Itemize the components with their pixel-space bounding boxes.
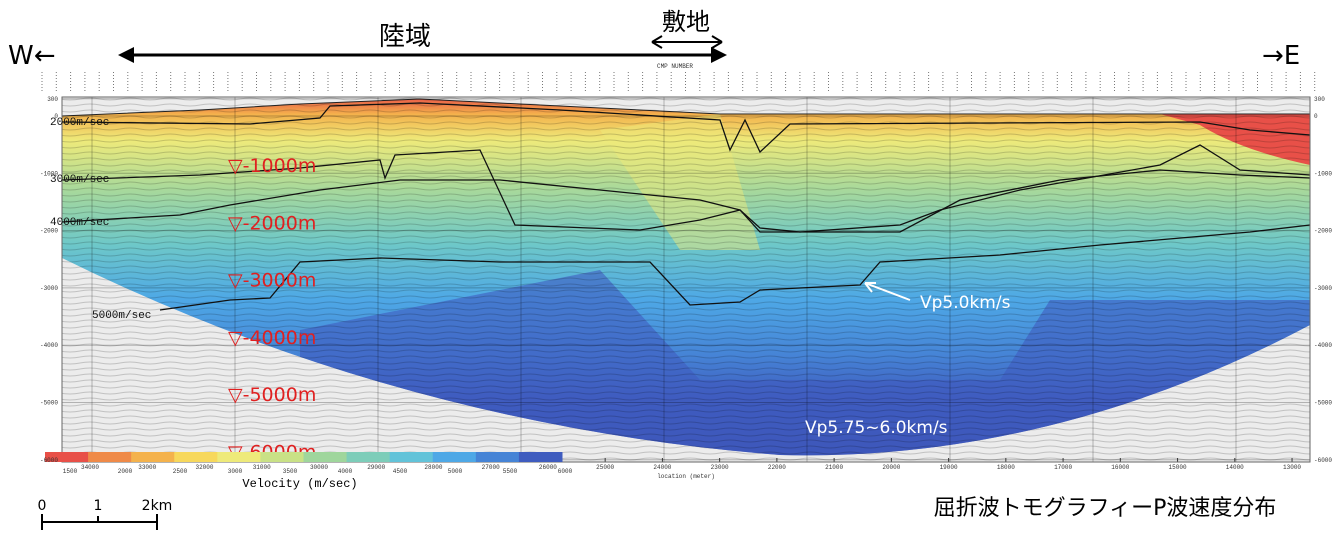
colorbar-segment — [303, 452, 348, 462]
colorbar-segment — [389, 452, 434, 462]
elevation-tick-label: -2000 — [40, 228, 58, 235]
annotation-arrow — [864, 282, 911, 301]
location-tick-label: 23000 — [711, 464, 729, 471]
location-tick-label: 29000 — [367, 464, 385, 471]
annotation: Vp5.75~6.0km/s — [805, 418, 948, 438]
location-tick-label: 18000 — [997, 464, 1015, 471]
colorbar-segment — [432, 452, 477, 462]
depth-marker: ▽-5000m — [228, 384, 316, 406]
colorbar-tick-label: 6000 — [558, 468, 573, 475]
surface — [61, 98, 1310, 117]
location-tick-label: 33000 — [138, 464, 156, 471]
contour-label: 3000m/sec — [50, 174, 109, 186]
colorbar-segment — [260, 452, 304, 462]
cmp-label: CMP NUMBER — [657, 63, 693, 70]
location-tick-label: 22000 — [768, 464, 786, 471]
colorbar-segment — [217, 452, 261, 462]
location-tick-label: 24000 — [653, 464, 671, 471]
location-tick-label: 34000 — [81, 464, 99, 471]
elevation-tick-label: -6000 — [40, 457, 58, 464]
caption: 屈折波トモグラフィーP波速度分布 — [934, 496, 1277, 521]
site-label: 敷地 — [662, 8, 710, 36]
depth-marker: ▽-4000m — [228, 327, 316, 349]
colorbar-tick-label: 1500 — [63, 468, 78, 475]
location-tick-label: 27000 — [482, 464, 500, 471]
colorbar-tick-label: 3000 — [228, 468, 243, 475]
colorbar-segment — [45, 452, 89, 462]
location-tick-label: 16000 — [1111, 464, 1129, 471]
colorbar-tick-label: 3500 — [283, 468, 298, 475]
colorbar-tick-label: 5000 — [448, 468, 463, 475]
elevation-tick-label: -1000 — [1314, 170, 1332, 177]
location-tick-label: 25000 — [596, 464, 614, 471]
west-label: W← — [8, 41, 56, 71]
colorbar-tick-label: 5500 — [503, 468, 518, 475]
location-tick-label: 26000 — [539, 464, 557, 471]
elevation-tick-label: 0 — [54, 113, 58, 120]
elevation-tick-label: -1000 — [40, 170, 58, 177]
elevation-tick-label: -4000 — [1314, 342, 1332, 349]
elevation-tick-label: -6000 — [1314, 457, 1332, 464]
location-tick-label: 28000 — [424, 464, 442, 471]
location-tick-label: 20000 — [882, 464, 900, 471]
depth-marker: ▽-2000m — [228, 212, 316, 234]
elevation-tick-label: 0 — [1314, 113, 1318, 120]
location-tick-label: 31000 — [253, 464, 271, 471]
cmp-ticks — [41, 72, 1316, 92]
colorbar-segment — [475, 452, 520, 462]
site-arrow — [651, 35, 723, 49]
colorbar-segment — [131, 452, 175, 462]
scale-label: 0 — [38, 498, 47, 514]
annotation: Vp5.0km/s — [920, 293, 1011, 313]
location-tick-label: 30000 — [310, 464, 328, 471]
scale-bar — [41, 514, 158, 530]
east-label: →E — [1262, 41, 1300, 71]
elevation-tick-label: 300 — [47, 96, 58, 103]
depth-marker: ▽-3000m — [228, 270, 316, 292]
elevation-tick-label: -2000 — [1314, 228, 1332, 235]
colorbar-segment — [174, 452, 218, 462]
contour-label: 2000m/sec — [50, 117, 109, 129]
elevation-tick-label: -5000 — [1314, 400, 1332, 407]
colorbar-segment — [518, 452, 563, 462]
contour-label: 4000m/sec — [50, 217, 109, 229]
colorbar-label: Velocity (m/sec) — [242, 477, 357, 491]
depth-marker: ▽-1000m — [228, 155, 316, 177]
elevation-tick-label: -3000 — [40, 285, 58, 292]
location-tick-label: 14000 — [1226, 464, 1244, 471]
frame — [61, 96, 1311, 463]
elevation-tick-label: -5000 — [40, 400, 58, 407]
colorbar-segment — [346, 452, 391, 462]
contours — [61, 102, 1311, 311]
land-label: 陸域 — [379, 22, 431, 52]
location-label: location (meter) — [657, 473, 715, 480]
contour-label: 5000m/sec — [92, 310, 151, 322]
location-tick-label: 19000 — [940, 464, 958, 471]
colorbar-tick-label: 4000 — [338, 468, 353, 475]
colorbar-segment — [88, 452, 132, 462]
colorbar-tick-label: 2500 — [173, 468, 188, 475]
location-tick-label: 13000 — [1283, 464, 1301, 471]
scale-label: 1 — [94, 498, 103, 514]
elevation-tick-label: -3000 — [1314, 285, 1332, 292]
location-tick-label: 21000 — [825, 464, 843, 471]
location-tick-label: 32000 — [195, 464, 213, 471]
colorbar-tick-label: 4500 — [393, 468, 408, 475]
location-tick-label: 17000 — [1054, 464, 1072, 471]
elevation-tick-label: -4000 — [40, 342, 58, 349]
scale-label: 2km — [142, 498, 173, 514]
location-tick-label: 15000 — [1169, 464, 1187, 471]
colorbar-tick-label: 2000 — [118, 468, 133, 475]
colorbar: 1500 2000 2500 3000 3500 4000 4500 5000 5500 6000 — [45, 452, 573, 475]
elevation-tick-label: 300 — [1314, 96, 1325, 103]
